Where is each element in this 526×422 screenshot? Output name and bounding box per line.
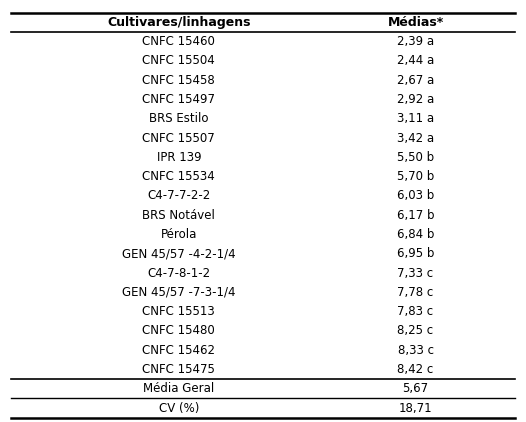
Text: 8,25 c: 8,25 c [398, 325, 433, 338]
Text: Cultivares/linhagens: Cultivares/linhagens [107, 16, 250, 29]
Text: GEN 45/57 -7-3-1/4: GEN 45/57 -7-3-1/4 [122, 286, 236, 299]
Text: CNFC 15475: CNFC 15475 [143, 363, 215, 376]
Text: CNFC 15497: CNFC 15497 [143, 93, 215, 106]
Text: BRS Notável: BRS Notável [143, 209, 215, 222]
Text: 7,83 c: 7,83 c [398, 305, 433, 318]
Text: 5,70 b: 5,70 b [397, 170, 434, 183]
Text: 3,42 a: 3,42 a [397, 132, 434, 145]
Text: Médias*: Médias* [388, 16, 443, 29]
Text: 2,67 a: 2,67 a [397, 74, 434, 87]
Text: 6,17 b: 6,17 b [397, 209, 434, 222]
Text: 7,78 c: 7,78 c [398, 286, 433, 299]
Text: C4-7-8-1-2: C4-7-8-1-2 [147, 267, 210, 280]
Text: GEN 45/57 -4-2-1/4: GEN 45/57 -4-2-1/4 [122, 247, 236, 260]
Text: 5,67: 5,67 [402, 382, 429, 395]
Text: 5,50 b: 5,50 b [397, 151, 434, 164]
Text: 6,03 b: 6,03 b [397, 189, 434, 203]
Text: 2,44 a: 2,44 a [397, 54, 434, 68]
Text: 2,39 a: 2,39 a [397, 35, 434, 48]
Text: CNFC 15480: CNFC 15480 [143, 325, 215, 338]
Text: 3,11 a: 3,11 a [397, 112, 434, 125]
Text: BRS Estilo: BRS Estilo [149, 112, 209, 125]
Text: CNFC 15462: CNFC 15462 [143, 344, 215, 357]
Text: 18,71: 18,71 [399, 402, 432, 415]
Text: CNFC 15458: CNFC 15458 [143, 74, 215, 87]
Text: CV (%): CV (%) [159, 402, 199, 415]
Text: CNFC 15460: CNFC 15460 [143, 35, 215, 48]
Text: CNFC 15504: CNFC 15504 [143, 54, 215, 68]
Text: 8,33 c: 8,33 c [398, 344, 433, 357]
Text: 6,84 b: 6,84 b [397, 228, 434, 241]
Text: CNFC 15507: CNFC 15507 [143, 132, 215, 145]
Text: Pérola: Pérola [160, 228, 197, 241]
Text: CNFC 15513: CNFC 15513 [143, 305, 215, 318]
Text: 2,92 a: 2,92 a [397, 93, 434, 106]
Text: 6,95 b: 6,95 b [397, 247, 434, 260]
Text: Média Geral: Média Geral [143, 382, 215, 395]
Text: 7,33 c: 7,33 c [398, 267, 433, 280]
Text: 8,42 c: 8,42 c [398, 363, 433, 376]
Text: IPR 139: IPR 139 [157, 151, 201, 164]
Text: C4-7-7-2-2: C4-7-7-2-2 [147, 189, 210, 203]
Text: CNFC 15534: CNFC 15534 [143, 170, 215, 183]
